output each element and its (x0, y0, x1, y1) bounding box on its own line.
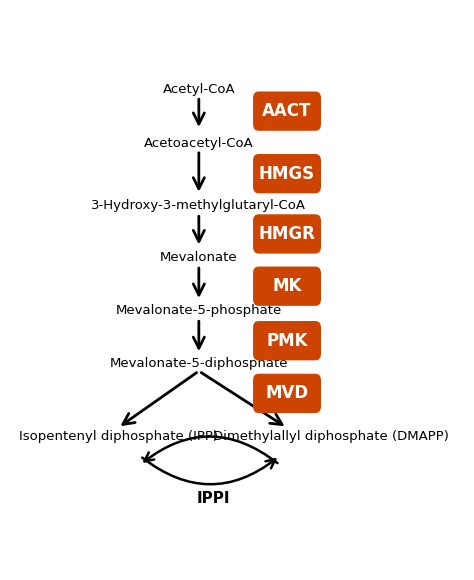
Text: Mevalonate: Mevalonate (160, 251, 237, 264)
Text: IPPI: IPPI (197, 491, 230, 506)
FancyBboxPatch shape (253, 154, 321, 193)
FancyBboxPatch shape (253, 214, 321, 253)
FancyBboxPatch shape (253, 374, 321, 413)
Text: HMGR: HMGR (259, 225, 315, 243)
Text: Isopentenyl diphosphate (IPP): Isopentenyl diphosphate (IPP) (18, 430, 218, 443)
Text: Acetoacetyl-CoA: Acetoacetyl-CoA (144, 137, 254, 150)
Text: Acetyl-CoA: Acetyl-CoA (163, 83, 235, 96)
Text: HMGS: HMGS (259, 165, 315, 183)
Text: 3-Hydroxy-3-methylglutaryl-CoA: 3-Hydroxy-3-methylglutaryl-CoA (91, 200, 306, 212)
FancyBboxPatch shape (253, 321, 321, 360)
FancyBboxPatch shape (253, 267, 321, 306)
Text: MK: MK (273, 277, 301, 295)
FancyBboxPatch shape (253, 92, 321, 130)
Text: Mevalonate-5-diphosphate: Mevalonate-5-diphosphate (109, 357, 288, 370)
Text: MVD: MVD (265, 385, 309, 403)
Text: PMK: PMK (266, 332, 308, 350)
Text: Mevalonate-5-phosphate: Mevalonate-5-phosphate (116, 304, 282, 317)
Text: AACT: AACT (262, 102, 312, 120)
Text: Dimethylallyl diphosphate (DMAPP): Dimethylallyl diphosphate (DMAPP) (213, 430, 449, 443)
